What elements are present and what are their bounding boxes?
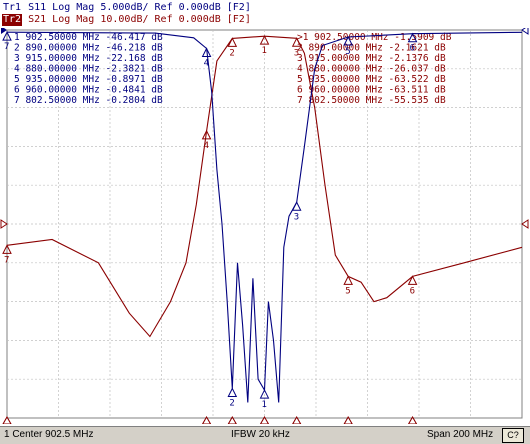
s21-marker-row: >1 902.50000 MHz -1.5909 dB [297,32,452,43]
s21-trace [6,35,523,338]
marker-glyphs: 1 2 3 4 5 6 7 1 2 3 4 5 6 7 [0,28,529,424]
s11-marker-number: 5 [345,47,350,57]
stimulus-marker[interactable] [227,416,237,424]
s21-marker-glyph[interactable] [2,244,12,254]
s21-marker-number: 6 [410,286,415,296]
stimulus-marker[interactable] [292,416,302,424]
s11-marker-table: 1 902.50000 MHz -46.417 dB 2 890.00000 M… [14,32,163,106]
s21-marker-glyph[interactable] [227,37,238,47]
trace2-settings: S21 Log Mag 10.00dB/ Ref 0.000dB [F2] [28,14,251,25]
stimulus-marker[interactable] [408,416,418,424]
s11-marker-glyph[interactable] [343,35,353,46]
trace1-header[interactable]: Tr1 S11 Log Mag 5.000dB/ Ref 0.000dB [F2… [2,2,251,14]
s11-marker-number: 7 [4,42,9,52]
s21-marker-number: 5 [345,286,350,296]
s21-marker-number: 7 [4,255,9,265]
s11-marker-row: 6 960.00000 MHz -0.4841 dB [14,85,163,96]
s21-marker-glyph[interactable] [407,275,418,285]
s11-marker-glyph[interactable] [201,47,212,57]
s11-marker-glyph[interactable] [2,31,12,41]
s11-ref-indicator[interactable] [1,28,7,34]
s11-marker-row: 2 890.00000 MHz -46.218 dB [14,43,163,54]
ifbw[interactable]: IFBW 20 kHz [231,429,290,440]
trace1-settings: S11 Log Mag 5.000dB/ Ref 0.000dB [F2] [28,2,251,13]
s21-marker-row: 4 880.00000 MHz -26.037 dB [297,64,446,75]
stimulus-marker[interactable] [259,416,270,424]
s21-marker-number: 3 [294,48,299,58]
s11-marker-row: 3 915.00000 MHz -22.168 dB [14,53,163,64]
s21-marker-glyph[interactable] [343,275,353,285]
s21-marker-row: 7 802.50000 MHz -55.535 dB [297,95,446,106]
trace2-header[interactable]: Tr2 S21 Log Mag 10.00dB/ Ref 0.000dB [F2… [2,14,251,26]
s21-marker-row: 6 960.00000 MHz -63.511 dB [297,85,446,96]
s21-marker-number: 4 [204,141,209,151]
stimulus-marker[interactable] [202,416,212,424]
center-frequency[interactable]: 1 Center 902.5 MHz [4,429,94,440]
stimulus-marker[interactable] [343,416,353,424]
s21-ref-indicator-left[interactable] [0,219,8,229]
plot-area[interactable]: 1 902.50000 MHz -46.417 dB 2 890.00000 M… [0,28,530,424]
s11-marker-row: 1 902.50000 MHz -46.417 dB [14,32,163,43]
s11-marker-number: 6 [410,44,415,54]
s11-marker-glyph[interactable] [259,388,270,399]
status-bar: 1 Center 902.5 MHz IFBW 20 kHz Span 200 … [0,426,530,444]
s11-marker-number: 3 [294,212,299,222]
trace2-id[interactable]: Tr2 [2,14,23,26]
s11-marker-number: 4 [204,58,209,68]
s21-marker-number: 2 [229,48,234,58]
s11-ref-indicator-right[interactable] [521,28,529,35]
s21-marker-table: >1 902.50000 MHz -1.5909 dB 2 890.00000 … [297,32,452,106]
s21-marker-row: 5 935.00000 MHz -63.522 dB [297,74,446,85]
s21-marker-glyph[interactable] [291,37,302,47]
s21-marker-row: 3 915.00000 MHz -2.1376 dB [297,53,446,64]
span[interactable]: Span 200 MHz [427,429,494,440]
s11-trace [6,31,523,403]
s11-marker-row: 7 802.50000 MHz -0.2804 dB [14,95,163,106]
s11-marker-number: 1 [262,400,267,410]
correction-status-button[interactable]: C? [502,428,524,443]
s11-marker-glyph[interactable] [227,387,238,398]
s21-ref-indicator-right[interactable] [521,219,529,229]
s11-marker-glyph[interactable] [407,32,418,43]
s21-marker-row: 2 890.00000 MHz -2.1621 dB [297,43,446,54]
stimulus-marker[interactable] [2,416,12,424]
s11-marker-number: 2 [229,399,234,409]
s11-marker-glyph[interactable] [291,201,302,211]
s21-marker-glyph[interactable] [201,129,212,140]
s11-marker-row: 4 880.00000 MHz -2.3821 dB [14,64,163,75]
trace1-id[interactable]: Tr1 [3,2,22,13]
s11-marker-row: 5 935.00000 MHz -0.8971 dB [14,74,163,85]
s21-marker-number: 1 [262,46,267,56]
s21-marker-glyph[interactable] [259,35,270,45]
